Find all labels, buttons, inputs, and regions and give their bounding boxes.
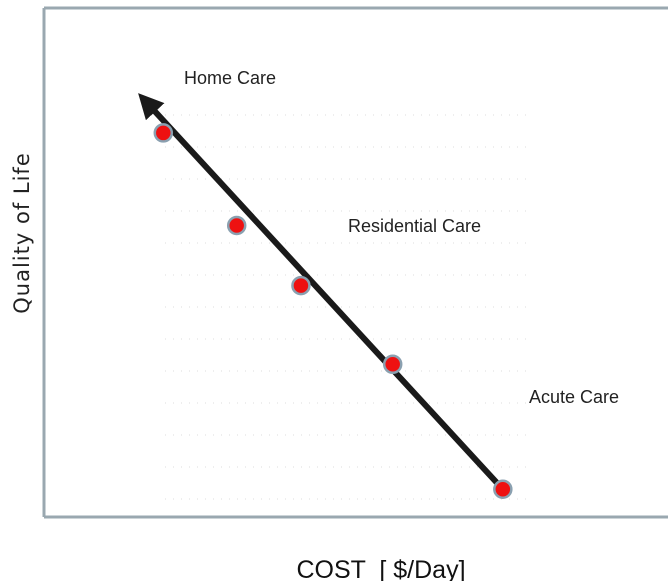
plot-frame [42, 6, 668, 519]
annotation-acute-care: Acute Care [529, 387, 619, 407]
data-points [153, 123, 513, 499]
data-point [493, 479, 513, 499]
annotation-residential-care: Residential Care [348, 216, 481, 236]
trend-arrow-group [138, 93, 506, 492]
annotation-home-care: Home Care [184, 68, 276, 88]
y-axis-label: Quality of Life [10, 152, 34, 313]
data-point [226, 215, 247, 236]
data-point [382, 354, 403, 375]
trend-arrow [138, 93, 506, 492]
x-axis-label: COST [ $/Day] [296, 556, 465, 581]
data-point [153, 123, 174, 143]
data-point [291, 275, 311, 296]
dotted-grid [165, 114, 530, 500]
